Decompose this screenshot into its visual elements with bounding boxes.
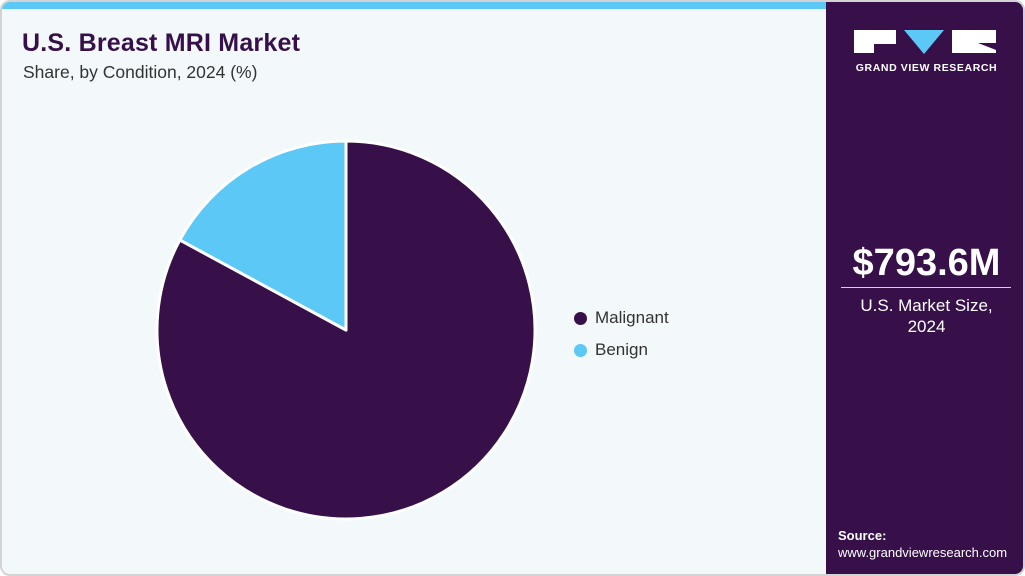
legend-dot-icon xyxy=(574,343,587,357)
legend-label: Malignant xyxy=(595,308,669,327)
legend-item-benign: Benign xyxy=(574,334,669,366)
side-panel: GRAND VIEW RESEARCH $793.6M U.S. Market … xyxy=(826,2,1023,574)
market-size-label: U.S. Market Size, 2024 xyxy=(826,295,1023,337)
source-label: Source: xyxy=(838,528,887,543)
pie-chart xyxy=(155,139,537,521)
market-size-value: $793.6M xyxy=(852,242,1001,284)
chart-legend: Malignant Benign xyxy=(574,302,669,366)
divider xyxy=(841,287,1011,288)
market-size-label-line1: U.S. Market Size, xyxy=(860,296,993,315)
pie-slice-benign xyxy=(178,139,348,332)
accent-bar xyxy=(2,2,826,9)
chart-title: U.S. Breast MRI Market xyxy=(22,29,301,57)
market-size-label-line2: 2024 xyxy=(907,317,946,336)
source-link[interactable]: www.grandviewresearch.com xyxy=(838,545,1008,560)
brand-name: GRAND VIEW RESEARCH xyxy=(855,62,998,74)
pie-slices xyxy=(155,139,537,521)
gvr-logo-icon xyxy=(854,30,996,54)
legend-label: Benign xyxy=(595,340,648,359)
legend-dot-icon xyxy=(574,311,587,325)
legend-item-malignant: Malignant xyxy=(574,302,669,334)
chart-subtitle: Share, by Condition, 2024 (%) xyxy=(23,62,258,82)
